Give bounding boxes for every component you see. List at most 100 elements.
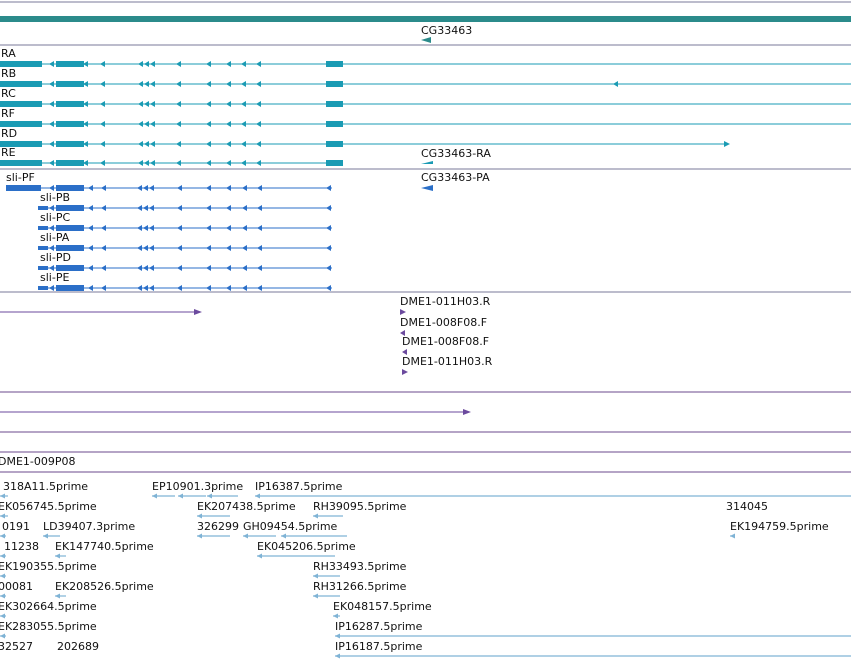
est-arrow[interactable]: [0, 593, 5, 599]
est-feature[interactable]: EK208526.5prime: [55, 580, 154, 599]
clone-label[interactable]: DME1-008F08.F: [402, 335, 489, 348]
clone-label[interactable]: DME1-008F08.F: [400, 316, 487, 329]
protein-exon[interactable]: [38, 246, 48, 250]
transcript-exon-arrow[interactable]: [100, 81, 105, 87]
protein-exon-arrow[interactable]: [206, 205, 211, 211]
transcript-exon-arrow[interactable]: [138, 121, 143, 127]
transcript-exon-arrow[interactable]: [241, 160, 246, 166]
protein-exon-arrow[interactable]: [257, 285, 262, 291]
est-arrow[interactable]: [197, 513, 202, 519]
protein-exon-arrow[interactable]: [143, 265, 148, 271]
est-arrow[interactable]: [0, 533, 5, 539]
protein-exon-arrow[interactable]: [149, 265, 154, 271]
est-arrow[interactable]: [152, 493, 157, 499]
est-label[interactable]: RH33493.5prime: [313, 560, 407, 573]
transcript-exon-arrow[interactable]: [256, 61, 261, 67]
transcript-label[interactable]: RE: [1, 146, 16, 159]
protein-label[interactable]: sli-PA: [40, 231, 70, 244]
transcript-exon-arrow[interactable]: [100, 121, 105, 127]
protein-exon[interactable]: [38, 206, 48, 210]
transcript-exon[interactable]: [326, 81, 343, 87]
protein-exon-arrow[interactable]: [137, 185, 142, 191]
protein-exon-arrow[interactable]: [177, 285, 182, 291]
est-label[interactable]: 314045: [726, 500, 768, 513]
protein-exon[interactable]: [56, 285, 84, 291]
protein-exon-arrow[interactable]: [49, 225, 54, 231]
protein-exon-arrow[interactable]: [143, 185, 148, 191]
transcript-row[interactable]: RF: [0, 107, 851, 127]
transcript-exon-arrow[interactable]: [613, 81, 618, 87]
est-feature[interactable]: IP16287.5prime: [335, 620, 851, 639]
est-arrow[interactable]: [335, 633, 340, 639]
est-label[interactable]: EK283055.5prime: [0, 620, 97, 633]
est-label[interactable]: 0191: [2, 520, 30, 533]
transcript-exon-arrow[interactable]: [226, 61, 231, 67]
transcript-exon-arrow[interactable]: [144, 141, 149, 147]
transcript-row[interactable]: RD: [0, 127, 730, 147]
protein-exon-arrow[interactable]: [49, 245, 54, 251]
transcript-row[interactable]: RB: [0, 67, 851, 87]
protein-exon-arrow[interactable]: [149, 245, 154, 251]
transcript-exon-arrow[interactable]: [83, 101, 88, 107]
protein-exon[interactable]: [56, 245, 84, 251]
est-arrow[interactable]: [257, 553, 262, 559]
protein-exon-arrow[interactable]: [257, 265, 262, 271]
clone-label[interactable]: DME1-011H03.R: [400, 295, 491, 308]
protein-exon-arrow[interactable]: [257, 185, 262, 191]
est-feature[interactable]: EK207438.5prime: [197, 500, 296, 519]
protein-exon-arrow[interactable]: [101, 225, 106, 231]
transcript-exon[interactable]: [0, 61, 42, 67]
transcript-label[interactable]: RF: [1, 107, 15, 120]
transcript-exon-arrow[interactable]: [150, 141, 155, 147]
transcript-exon-arrow[interactable]: [206, 141, 211, 147]
transcript-exon-arrow[interactable]: [176, 160, 181, 166]
protein-exon-arrow[interactable]: [226, 205, 231, 211]
transcript-exon-arrow[interactable]: [144, 81, 149, 87]
protein-exon-arrow[interactable]: [101, 265, 106, 271]
transcript-row[interactable]: RA: [0, 47, 851, 67]
est-feature[interactable]: 0191: [0, 520, 30, 539]
transcript-row[interactable]: RE: [0, 146, 343, 166]
est-feature[interactable]: RH39095.5prime: [313, 500, 407, 519]
protein-exon-arrow[interactable]: [206, 245, 211, 251]
transcript-end[interactable]: [332, 160, 338, 166]
est-label[interactable]: GH09454.5prime: [243, 520, 338, 533]
protein-exon-arrow[interactable]: [137, 205, 142, 211]
protein-exon-arrow[interactable]: [101, 245, 106, 251]
est-feature[interactable]: 32527: [0, 640, 33, 653]
est-arrow[interactable]: [281, 533, 286, 539]
protein-exon-arrow[interactable]: [257, 245, 262, 251]
protein-label[interactable]: sli-PE: [40, 271, 69, 284]
transcript-exon-arrow[interactable]: [226, 101, 231, 107]
protein-exon-arrow[interactable]: [206, 185, 211, 191]
est-arrow[interactable]: [0, 633, 5, 639]
est-label[interactable]: 32527: [0, 640, 33, 653]
protein-row[interactable]: sli-PE: [38, 271, 332, 291]
transcript-exon[interactable]: [326, 141, 343, 147]
est-label[interactable]: 326299: [197, 520, 239, 533]
protein-exon-arrow[interactable]: [101, 205, 106, 211]
transcript-exon-arrow[interactable]: [138, 141, 143, 147]
est-label[interactable]: 202689: [57, 640, 99, 653]
est-label[interactable]: EK194759.5prime: [730, 520, 829, 533]
protein-exon-arrow[interactable]: [242, 205, 247, 211]
est-label[interactable]: EK147740.5prime: [55, 540, 154, 553]
cg-transcript-feature[interactable]: [421, 161, 433, 167]
gene-track-bar[interactable]: [0, 16, 851, 22]
est-arrow[interactable]: [178, 493, 183, 499]
transcript-exon-arrow[interactable]: [241, 81, 246, 87]
protein-exon[interactable]: [6, 185, 41, 191]
transcript-exon-arrow[interactable]: [83, 81, 88, 87]
protein-exon-arrow[interactable]: [49, 205, 54, 211]
protein-exon-arrow[interactable]: [49, 185, 54, 191]
transcript-exon-arrow[interactable]: [226, 121, 231, 127]
transcript-exon-arrow[interactable]: [49, 160, 54, 166]
transcript-exon-arrow[interactable]: [241, 101, 246, 107]
protein-exon-arrow[interactable]: [206, 285, 211, 291]
transcript-exon-arrow[interactable]: [144, 61, 149, 67]
est-label[interactable]: RH31266.5prime: [313, 580, 407, 593]
protein-exon-arrow[interactable]: [101, 285, 106, 291]
protein-exon-arrow[interactable]: [143, 285, 148, 291]
est-feature[interactable]: EK194759.5prime: [730, 520, 829, 539]
transcript-exon-arrow[interactable]: [144, 121, 149, 127]
